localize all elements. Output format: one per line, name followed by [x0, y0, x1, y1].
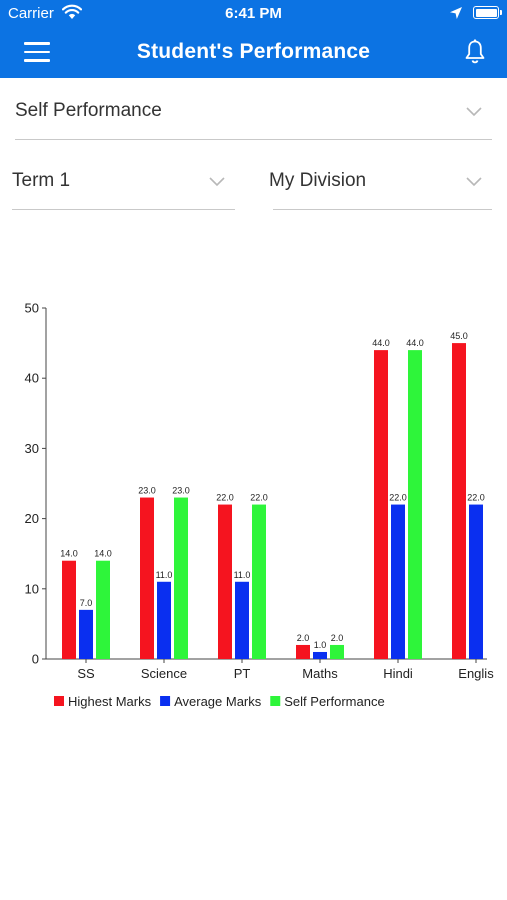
legend-label: Self Performance — [284, 694, 384, 709]
bar-self-performance — [96, 560, 110, 659]
bar-average-marks — [79, 609, 93, 659]
bar-value-label: 44.0 — [372, 338, 390, 348]
performance-type-value: Self Performance — [15, 100, 162, 121]
bar-value-label: 22.0 — [216, 493, 234, 503]
bar-value-label: 45.0 — [450, 331, 468, 341]
location-arrow-icon — [449, 6, 463, 24]
y-tick-label: 30 — [25, 441, 39, 456]
bar-value-label: 44.0 — [406, 338, 424, 348]
status-bar: Carrier 6:41 PM — [0, 0, 507, 28]
bar-average-marks — [313, 651, 327, 659]
wifi-icon — [61, 4, 83, 24]
bar-self-performance — [408, 350, 422, 659]
y-tick-label: 10 — [25, 581, 39, 596]
bar-highest-marks — [452, 343, 466, 659]
bar-average-marks — [469, 504, 483, 659]
x-tick-label: Science — [141, 666, 187, 681]
performance-type-select[interactable]: Self Performance — [15, 80, 492, 140]
chevron-down-icon — [466, 174, 482, 192]
x-tick-label: Englis — [458, 666, 494, 681]
term-value: Term 1 — [12, 170, 71, 191]
app-bar: Student's Performance — [0, 28, 507, 78]
legend-label: Average Marks — [174, 694, 262, 709]
chevron-down-icon — [209, 174, 225, 192]
bar-value-label: 1.0 — [314, 640, 327, 650]
x-tick-label: SS — [77, 666, 95, 681]
bar-self-performance — [252, 504, 266, 659]
y-tick-label: 50 — [25, 301, 39, 316]
bar-highest-marks — [374, 350, 388, 659]
x-tick-label: PT — [234, 666, 251, 681]
division-select[interactable]: My Division — [269, 150, 492, 210]
bar-value-label: 11.0 — [234, 570, 251, 580]
bar-average-marks — [235, 581, 249, 659]
status-time: 6:41 PM — [225, 5, 282, 22]
bar-highest-marks — [62, 560, 76, 659]
bar-value-label: 22.0 — [467, 493, 485, 503]
legend-swatch — [270, 696, 281, 706]
bar-value-label: 11.0 — [156, 570, 173, 580]
bar-average-marks — [391, 504, 405, 659]
chart-legend: Highest Marks Average Marks Self Performan… — [54, 694, 385, 709]
x-tick-label: Maths — [302, 666, 338, 681]
bar-value-label: 23.0 — [138, 486, 156, 496]
bar-value-label: 2.0 — [331, 633, 344, 643]
legend-swatch — [54, 696, 64, 706]
chevron-down-icon — [466, 104, 482, 122]
legend-label: Highest Marks — [68, 694, 152, 709]
bar-value-label: 2.0 — [297, 633, 310, 643]
bar-highest-marks — [140, 497, 154, 659]
bar-value-label: 23.0 — [172, 486, 190, 496]
bar-self-performance — [330, 644, 344, 659]
x-axis: SS Science PT Maths Hindi Englis — [77, 659, 494, 681]
bar-value-label: 22.0 — [389, 493, 407, 503]
bell-icon[interactable] — [465, 39, 485, 70]
y-tick-label: 40 — [25, 371, 39, 386]
bar-value-label: 22.0 — [250, 493, 268, 503]
bar-value-label: 14.0 — [60, 549, 78, 559]
hamburger-menu-icon[interactable] — [24, 42, 50, 62]
page-title: Student's Performance — [136, 40, 371, 63]
bar-average-marks — [157, 581, 171, 659]
bar-highest-marks — [218, 504, 232, 659]
bar-value-label: 7.0 — [80, 598, 93, 608]
bar-value-label: 14.0 — [94, 549, 112, 559]
bar-self-performance — [174, 497, 188, 659]
x-tick-label: Hindi — [383, 666, 413, 681]
battery-icon — [473, 6, 502, 19]
carrier-label: Carrier — [8, 5, 54, 22]
bar-highest-marks — [296, 644, 310, 659]
division-value: My Division — [269, 170, 367, 191]
y-tick-label: 20 — [25, 511, 39, 526]
term-select[interactable]: Term 1 — [12, 150, 235, 210]
y-tick-label: 0 — [32, 652, 39, 667]
chart-bars — [62, 343, 483, 659]
legend-swatch — [160, 696, 171, 706]
chart-value-labels: 14.0 7.0 14.0 23.0 11.0 23.0 22.0 11.0 22.0 2.0 1.… — [60, 331, 485, 650]
